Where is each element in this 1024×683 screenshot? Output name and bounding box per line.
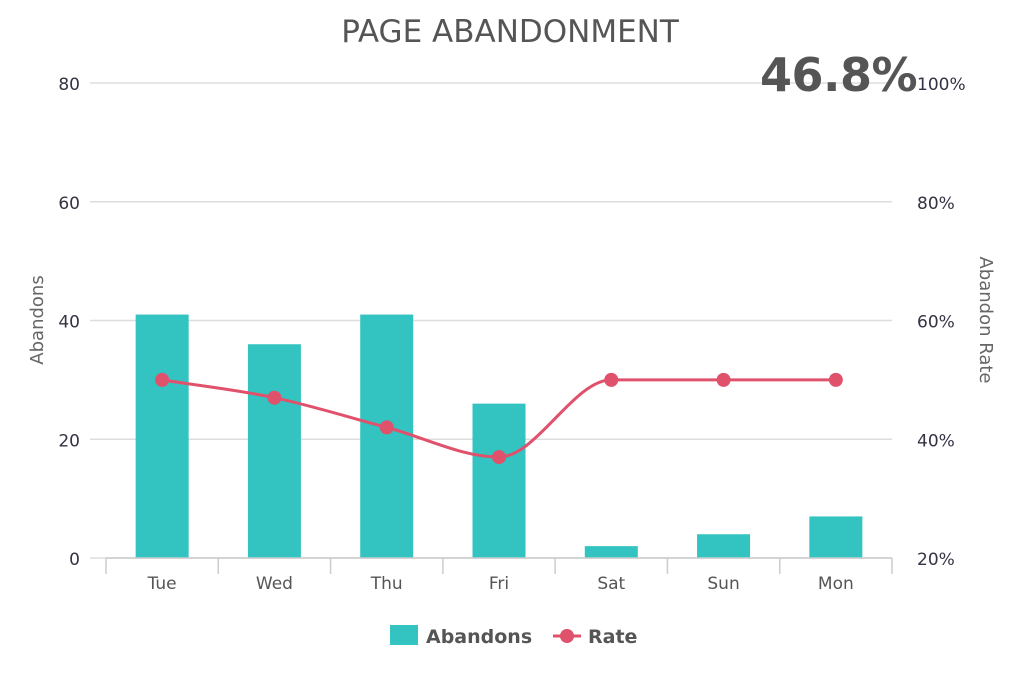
x-tick-label: Wed [256,574,293,594]
bar-abandons[interactable] [247,344,301,558]
x-tick-label: Sun [707,574,739,594]
bar-abandons[interactable] [697,534,751,558]
rate-point[interactable] [379,420,394,435]
x-tick-label: Mon [818,574,854,594]
legend-swatch-abandons[interactable] [390,625,418,645]
x-tick-label: Tue [147,574,177,594]
rate-point[interactable] [155,372,170,387]
y2-tick-label: 40% [917,431,955,451]
rate-point[interactable] [828,372,843,387]
y2-axis-label: Abandon Rate [975,256,996,383]
rate-point[interactable] [604,372,619,387]
bar-abandons[interactable] [135,314,189,558]
y-tick-label: 80 [58,75,80,95]
rate-point[interactable] [716,372,731,387]
chart-title: PAGE ABANDONMENT [341,14,680,50]
rate-point[interactable] [492,450,506,465]
x-tick-label: Fri [489,574,509,594]
y-tick-label: 20 [58,431,80,451]
bar-abandons[interactable] [584,546,638,558]
legend-label-abandons[interactable]: Abandons [426,626,532,648]
y-tick-label: 40 [58,313,80,333]
x-tick-label: Thu [370,574,403,594]
bar-abandons[interactable] [360,314,414,558]
y-tick-label: 60 [58,194,80,214]
y2-tick-label: 100% [917,75,966,95]
legend-marker-rate[interactable] [560,629,574,643]
y-tick-label: 0 [69,550,80,570]
rate-point[interactable] [267,390,282,405]
legend: Abandons Rate [390,625,637,648]
y-axis-label: Abandons [27,275,48,364]
kpi-value: 46.8% [760,48,918,102]
y2-tick-label: 20% [917,550,955,570]
bar-abandons[interactable] [472,403,526,558]
bar-abandons[interactable] [809,516,863,558]
x-tick-label: Sat [597,574,625,594]
y2-tick-label: 80% [917,194,955,214]
y2-tick-label: 60% [917,313,955,333]
legend-label-rate[interactable]: Rate [588,626,637,648]
